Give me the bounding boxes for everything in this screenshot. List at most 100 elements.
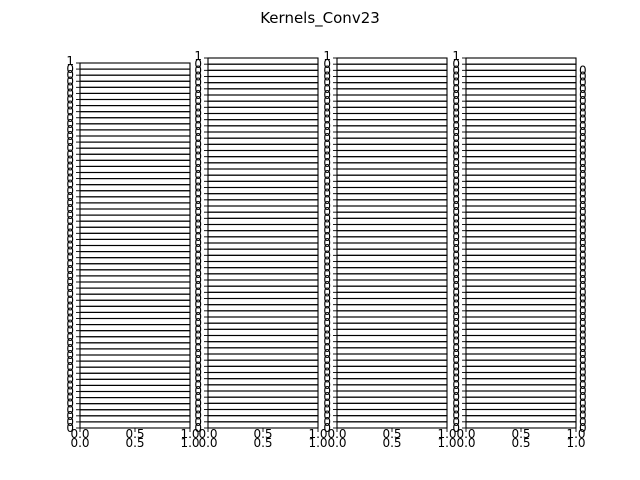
y-tick-label: 0: [452, 162, 460, 176]
y-tick-label: 0: [323, 403, 331, 417]
y-tick-label: 0: [579, 137, 587, 151]
subplot-panel: [465, 297, 577, 306]
subplot-panel: [207, 396, 319, 404]
y-tick-label: 0: [194, 242, 202, 256]
subplot-panel: [465, 100, 577, 108]
y-tick-label: 0: [323, 255, 331, 269]
y-tick-label: 0: [579, 322, 587, 336]
subplot-panel: [465, 415, 577, 423]
subplot-panel: [207, 285, 319, 293]
subplot-panel: [207, 402, 319, 411]
y-tick-label: 0: [452, 181, 460, 195]
subplot-panel: [79, 397, 191, 405]
y-tick-label: 0: [323, 113, 331, 127]
y-tick-label: 0: [452, 156, 460, 170]
y-tick-label: 0: [66, 257, 74, 271]
y-tick-label: 0: [66, 293, 74, 307]
subplot-column-4: 0000000000000000000000000000000000000000…: [452, 49, 585, 450]
y-tick-label: 0: [579, 131, 587, 145]
y-tick-label: 0: [579, 304, 587, 318]
subplot-panel: [465, 390, 577, 398]
y-tick-label: 0: [66, 117, 74, 131]
y-tick-label: 0: [66, 172, 74, 186]
y-tick-label: 0: [194, 218, 202, 232]
subplot-panel: [207, 334, 319, 343]
subplot-panel: [465, 94, 577, 102]
subplot-panel: [465, 82, 577, 90]
y-tick-label: 0: [452, 168, 460, 182]
y-tick-label: 0: [452, 384, 460, 398]
subplot-panel: [79, 287, 191, 295]
subplot-panel: [465, 341, 577, 349]
y-tick-label: 0: [66, 342, 74, 356]
subplot-panel: [336, 371, 448, 380]
y-tick-label: 0: [452, 218, 460, 232]
y-tick-label: 0: [323, 359, 331, 373]
y-tick-label: 0: [579, 347, 587, 361]
y-tick-label: 0: [452, 211, 460, 225]
y-tick-label: 0: [579, 88, 587, 102]
subplot-panel: [207, 199, 319, 207]
subplot-panel: [336, 119, 448, 127]
y-tick-label: 0: [194, 409, 202, 423]
subplot-panel: [79, 190, 191, 198]
subplot-panel: [79, 105, 191, 113]
y-tick-label: 0: [194, 285, 202, 299]
y-tick-label: 0: [579, 242, 587, 256]
subplot-panel: [79, 111, 191, 119]
y-tick-label: 0: [323, 199, 331, 213]
y-tick-label: 0: [452, 100, 460, 114]
y-tick-label: 0: [194, 341, 202, 355]
y-tick-label: 0: [323, 347, 331, 361]
y-tick-label: 0: [194, 366, 202, 380]
y-tick-label: 0: [452, 322, 460, 336]
y-tick-label: 0: [452, 396, 460, 410]
subplot-panel: [79, 208, 191, 216]
y-tick-label: 0: [579, 396, 587, 410]
y-tick-label: 0: [579, 100, 587, 114]
y-tick-label: 0: [66, 269, 74, 283]
y-tick-label: 0: [579, 144, 587, 158]
y-tick-label: 0: [323, 88, 331, 102]
subplot-panel: [465, 119, 577, 127]
y-tick-label: 0: [452, 125, 460, 139]
y-tick-label: 0: [579, 279, 587, 293]
subplot-panel: [336, 143, 448, 152]
y-tick-label: 0: [66, 391, 74, 405]
y-tick-label: 0: [323, 137, 331, 151]
subplot-panel: [207, 322, 319, 330]
y-tick-label: 0: [194, 174, 202, 188]
y-tick-label: 0: [452, 187, 460, 201]
y-tick-label: 0: [194, 100, 202, 114]
subplot-panel: [79, 214, 191, 222]
y-tick-label: 0: [194, 168, 202, 182]
x-tick-label: 1.0: [180, 436, 199, 450]
y-tick-label: 0: [323, 82, 331, 96]
y-tick-label: 0: [194, 421, 202, 435]
y-tick-label: 0: [323, 267, 331, 281]
y-tick-label: 0: [579, 261, 587, 275]
subplot-panel: [465, 334, 577, 343]
subplot-panel: [336, 137, 448, 145]
x-tick-label: 0.5: [253, 436, 272, 450]
y-tick-label: 0: [66, 348, 74, 362]
y-tick-label: 0: [452, 82, 460, 96]
subplot-panel: [336, 273, 448, 281]
y-tick-label: 0: [323, 421, 331, 435]
subplot-panel: [336, 415, 448, 423]
x-tick-label: 0.5: [382, 427, 401, 441]
y-tick-label: 0: [452, 359, 460, 373]
y-tick-label: 0: [452, 415, 460, 429]
subplot-panel: [465, 205, 577, 213]
subplot-panel: [465, 242, 577, 250]
subplot-panel: [207, 186, 319, 195]
y-tick-label: 0: [323, 162, 331, 176]
y-tick-label: 0: [579, 273, 587, 287]
subplot-panel: [465, 125, 577, 133]
y-tick-label: 0: [452, 378, 460, 392]
y-tick-label: 0: [579, 107, 587, 121]
y-tick-label: 0: [323, 353, 331, 367]
y-tick-label: 0: [66, 80, 74, 94]
subplot-panel: [207, 328, 319, 337]
